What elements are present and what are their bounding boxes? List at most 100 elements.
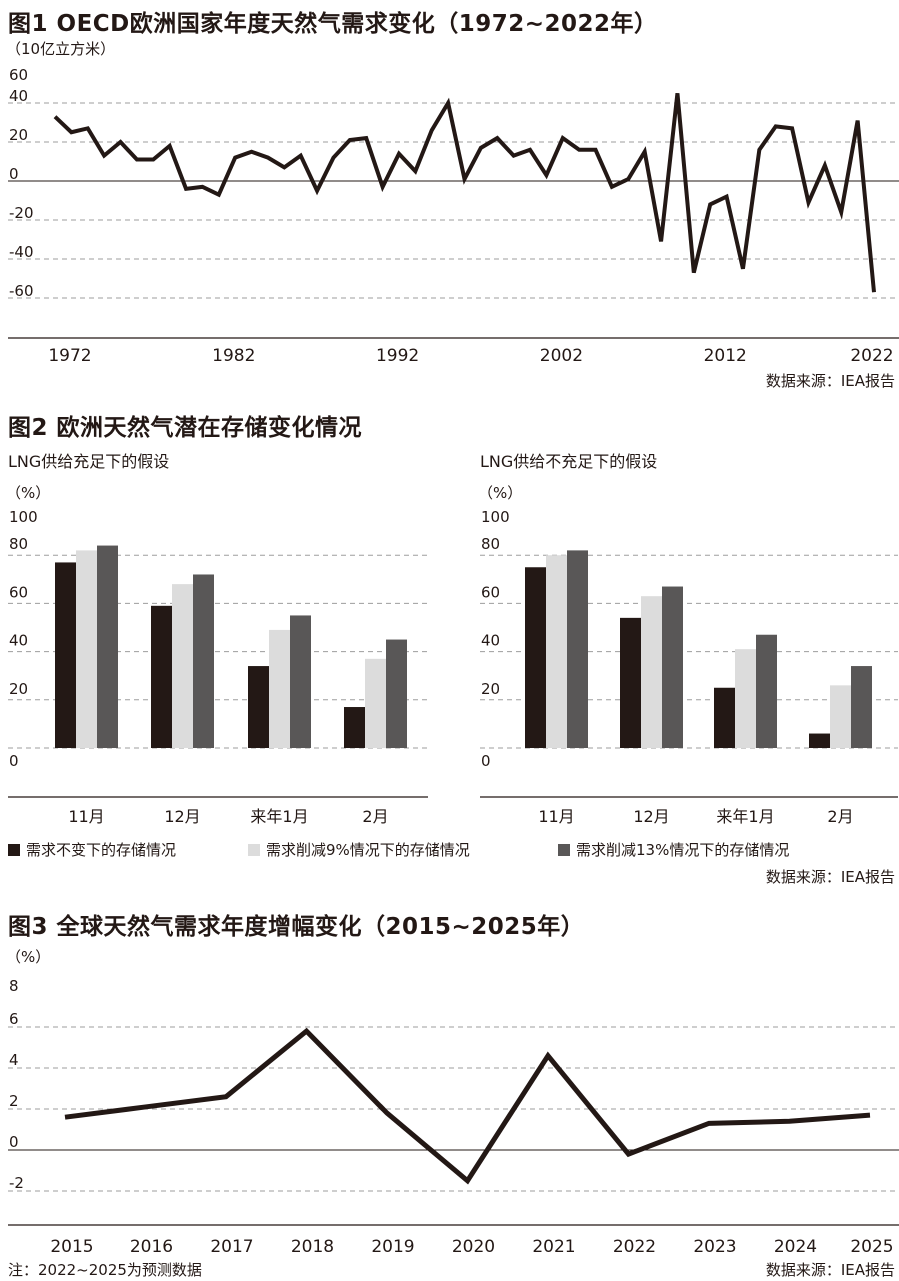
fig2-right-y-tick-label: 20 <box>481 680 500 698</box>
fig2-left-x-tick-label: 来年1月 <box>250 807 308 826</box>
fig1-x-tick-label: 2002 <box>540 346 583 366</box>
fig3-x-tick-label: 2023 <box>693 1237 736 1257</box>
fig2-title: 图2 欧洲天然气潜在存储变化情况 <box>8 415 363 441</box>
fig2-right-bar <box>546 555 567 748</box>
fig2-right-bar <box>641 596 662 748</box>
fig2-left-y-tick-label: 100 <box>9 508 38 526</box>
fig3-y-tick-label: 6 <box>9 1010 19 1028</box>
fig2-right-bar <box>809 733 830 748</box>
fig1-x-tick-label: 1972 <box>48 346 91 366</box>
fig2-left-y-tick-label: 20 <box>9 680 28 698</box>
fig1-unit-label: （10亿立方米） <box>6 40 116 58</box>
fig1-y-tick-label: 0 <box>9 165 19 183</box>
fig3-x-tick-label: 2022 <box>613 1237 656 1257</box>
legend-label-unchanged: 需求不变下的存储情况 <box>26 841 177 859</box>
fig2-left-y-tick-label: 60 <box>9 583 28 601</box>
fig2-left-bar <box>269 629 290 748</box>
fig2-source: 数据来源：IEA报告 <box>765 868 895 886</box>
fig2-left-bar <box>365 658 386 748</box>
fig3-y-tick-label: 4 <box>9 1051 19 1069</box>
fig1-x-tick-label: 2012 <box>704 346 747 366</box>
fig1-series-line <box>53 93 876 293</box>
fig3-note: 注：2022~2025为预测数据 <box>8 1261 202 1279</box>
fig2-right-x-tick-label: 12月 <box>633 807 669 826</box>
fig1-y-tick-label: -40 <box>9 243 34 261</box>
fig2-left-y-tick-label: 80 <box>9 535 28 553</box>
fig2-right-bar <box>735 649 756 748</box>
fig2-left-x-tick-label: 12月 <box>164 807 200 826</box>
fig2-left-bar <box>97 545 118 748</box>
fig3-x-tick-label: 2024 <box>774 1237 817 1257</box>
fig2-right-x-tick-label: 11月 <box>538 807 574 826</box>
fig3-x-tick-label: 2016 <box>130 1237 173 1257</box>
fig1-y-tick-label: -60 <box>9 282 34 300</box>
legend-item-cut-9: 需求削减9%情况下的存储情况 <box>248 839 470 860</box>
fig2-right-bar <box>714 687 735 748</box>
fig1-title: 图1 OECD欧洲国家年度天然气需求变化（1972~2022年） <box>8 11 658 37</box>
legend-item-unchanged: 需求不变下的存储情况 <box>8 839 176 860</box>
fig3-y-tick-label: 2 <box>9 1092 19 1110</box>
fig3-y-tick-label: 8 <box>9 977 19 995</box>
fig3-x-tick-label: 2015 <box>50 1237 93 1257</box>
fig2-right-x-tick-label: 2月 <box>827 807 853 826</box>
fig2-left-x-tick-label: 11月 <box>68 807 104 826</box>
fig2-right-y-tick-label: 0 <box>481 752 491 770</box>
fig3-title: 图3 全球天然气需求年度增幅变化（2015~2025年） <box>8 914 585 940</box>
fig2-right-y-tick-label: 80 <box>481 535 500 553</box>
fig2-left-y-tick-label: 0 <box>9 752 19 770</box>
fig2-left-bar <box>151 605 172 748</box>
fig3-x-tick-label: 2021 <box>532 1237 575 1257</box>
fig1-x-tick-label: 2022 <box>850 346 893 366</box>
fig2-left-bar <box>248 666 269 748</box>
fig2-right-y-tick-label: 60 <box>481 583 500 601</box>
fig2-left-bar <box>172 584 193 748</box>
fig2-right-bar <box>662 586 683 748</box>
fig2-left-subtitle: LNG供给充足下的假设 <box>8 452 170 471</box>
fig2-right-unit: （%） <box>478 484 523 502</box>
fig1-y-tick-label: 60 <box>9 66 28 84</box>
fig2-right-bar <box>567 550 588 748</box>
fig2-right-x-tick-label: 来年1月 <box>716 807 774 826</box>
fig2-left-bar <box>55 562 76 748</box>
legend-swatch-unchanged <box>8 843 20 856</box>
fig2-left-bar <box>386 639 407 748</box>
fig1-y-tick-label: 40 <box>9 87 28 105</box>
fig2-right-bar <box>620 617 641 748</box>
legend-item-cut-13: 需求削减13%情况下的存储情况 <box>558 839 789 860</box>
fig2-left-x-tick-label: 2月 <box>362 807 388 826</box>
fig3-line-chart: 8 6 4 2 0 -2 2015 2016 2017 2018 2019 2020 2021 2022 2… <box>8 977 899 1257</box>
fig3-unit-label: （%） <box>6 948 51 966</box>
legend-swatch-cut-9 <box>248 843 260 856</box>
fig1-line-chart: 60 40 20 0 -20 -40 -60 1972 1982 1992 2002 2012 2022 <box>8 66 899 366</box>
fig2-right-bar <box>756 634 777 748</box>
fig3-x-tick-label: 2019 <box>371 1237 414 1257</box>
fig1-y-tick-label: 20 <box>9 126 28 144</box>
fig2-right-subtitle: LNG供给不充足下的假设 <box>480 452 658 471</box>
fig2-left-y-tick-label: 40 <box>9 632 28 650</box>
fig1-source: 数据来源：IEA报告 <box>765 372 895 390</box>
legend-swatch-cut-13 <box>558 843 570 856</box>
fig3-y-tick-label: -2 <box>9 1174 24 1192</box>
fig2-right-bar-chart: 100 80 60 40 20 0 11月 12月 来年1月 2月 <box>480 508 898 826</box>
fig2-left-bar <box>76 550 97 748</box>
legend-label-cut-13: 需求削减13%情况下的存储情况 <box>576 841 790 859</box>
fig3-x-tick-label: 2017 <box>210 1237 253 1257</box>
fig3-x-tick-label: 2025 <box>850 1237 893 1257</box>
fig1-x-tick-label: 1982 <box>212 346 255 366</box>
fig3-x-tick-label: 2020 <box>452 1237 495 1257</box>
fig1-x-tick-label: 1992 <box>376 346 419 366</box>
fig2-left-bar <box>344 707 365 748</box>
fig3-series-line <box>64 1027 871 1185</box>
fig2-right-bar <box>830 685 851 748</box>
fig2-right-y-tick-label: 40 <box>481 632 500 650</box>
fig3-y-tick-label: 0 <box>9 1133 19 1151</box>
fig2-left-bar <box>290 615 311 748</box>
fig3-x-tick-label: 2018 <box>291 1237 334 1257</box>
fig3-source: 数据来源：IEA报告 <box>765 1261 895 1279</box>
legend-label-cut-9: 需求削减9%情况下的存储情况 <box>266 841 470 859</box>
fig2-right-bar <box>851 666 872 748</box>
fig2-right-bar <box>525 567 546 748</box>
fig2-left-unit: （%） <box>6 484 51 502</box>
fig2-right-y-tick-label: 100 <box>481 508 510 526</box>
fig2-left-bar <box>193 574 214 748</box>
